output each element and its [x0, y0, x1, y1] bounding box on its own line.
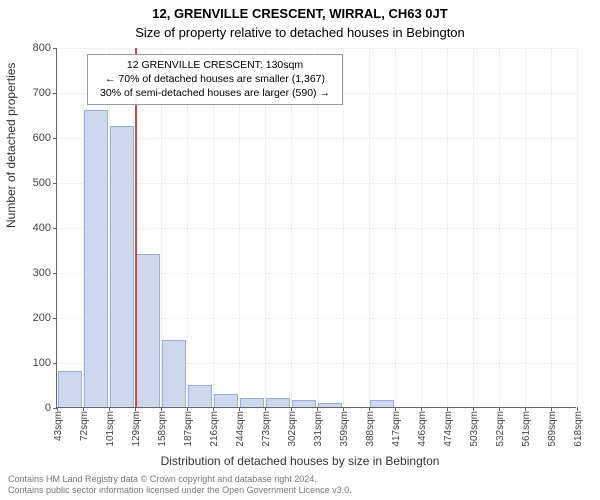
- gridline-vertical: [447, 48, 448, 407]
- x-tick-label: 359sqm: [339, 411, 350, 447]
- x-tick-label: 417sqm: [391, 411, 402, 447]
- attribution-footer: Contains HM Land Registry data © Crown c…: [8, 474, 592, 497]
- histogram-bar: [240, 398, 265, 407]
- x-tick-label: 532sqm: [495, 411, 506, 447]
- gridline-vertical: [369, 48, 370, 407]
- chart-area: 010020030040050060070080043sqm72sqm101sq…: [56, 48, 576, 408]
- gridline-vertical: [499, 48, 500, 407]
- x-tick-label: 187sqm: [183, 411, 194, 447]
- x-tick-label: 618sqm: [573, 411, 584, 447]
- x-tick-label: 474sqm: [443, 411, 454, 447]
- gridline-vertical: [473, 48, 474, 407]
- histogram-bar: [84, 110, 109, 407]
- y-tick-label: 200: [33, 312, 57, 324]
- x-tick-label: 589sqm: [547, 411, 558, 447]
- info-line-property: 12 GRENVILLE CRESCENT: 130sqm: [94, 58, 336, 72]
- x-tick-label: 273sqm: [261, 411, 272, 447]
- x-tick-label: 101sqm: [105, 411, 116, 447]
- chart-title: Size of property relative to detached ho…: [0, 21, 600, 40]
- y-axis-label: Number of detached properties: [4, 63, 18, 228]
- x-tick-label: 216sqm: [209, 411, 220, 447]
- histogram-bar: [266, 398, 291, 407]
- y-tick-label: 800: [33, 42, 57, 54]
- x-tick-label: 503sqm: [469, 411, 480, 447]
- gridline-vertical: [343, 48, 344, 407]
- histogram-bar: [370, 400, 395, 407]
- x-tick-label: 302sqm: [287, 411, 298, 447]
- y-tick-label: 500: [33, 177, 57, 189]
- histogram-bar: [136, 254, 161, 407]
- gridline-vertical: [577, 48, 578, 407]
- y-tick-label: 100: [33, 357, 57, 369]
- x-tick-label: 158sqm: [157, 411, 168, 447]
- property-info-box: 12 GRENVILLE CRESCENT: 130sqm← 70% of de…: [87, 54, 343, 105]
- x-tick-label: 388sqm: [365, 411, 376, 447]
- histogram-bar: [292, 400, 317, 407]
- x-tick-label: 244sqm: [235, 411, 246, 447]
- footer-line-1: Contains HM Land Registry data © Crown c…: [8, 474, 592, 485]
- histogram-bar: [214, 394, 239, 408]
- x-tick-label: 446sqm: [417, 411, 428, 447]
- histogram-bar: [58, 371, 83, 407]
- y-tick-label: 300: [33, 267, 57, 279]
- x-tick-label: 43sqm: [53, 411, 64, 441]
- x-axis-label: Distribution of detached houses by size …: [0, 454, 600, 468]
- gridline-vertical: [551, 48, 552, 407]
- info-line-larger: 30% of semi-detached houses are larger (…: [94, 86, 336, 100]
- chart-container: 12, GRENVILLE CRESCENT, WIRRAL, CH63 0JT…: [0, 0, 600, 500]
- gridline-vertical: [395, 48, 396, 407]
- footer-line-2: Contains public sector information licen…: [8, 485, 592, 496]
- gridline-vertical: [421, 48, 422, 407]
- histogram-bar: [188, 385, 213, 408]
- y-tick-label: 400: [33, 222, 57, 234]
- x-tick-label: 72sqm: [79, 411, 90, 441]
- histogram-bar: [110, 126, 135, 407]
- y-tick-label: 600: [33, 132, 57, 144]
- page-title: 12, GRENVILLE CRESCENT, WIRRAL, CH63 0JT: [0, 0, 600, 21]
- y-tick-label: 700: [33, 87, 57, 99]
- gridline-vertical: [525, 48, 526, 407]
- histogram-bar: [162, 340, 187, 408]
- x-tick-label: 561sqm: [521, 411, 532, 447]
- x-tick-label: 129sqm: [131, 411, 142, 447]
- plot-area: 010020030040050060070080043sqm72sqm101sq…: [56, 48, 576, 408]
- x-tick-label: 331sqm: [313, 411, 324, 447]
- histogram-bar: [318, 403, 343, 408]
- info-line-smaller: ← 70% of detached houses are smaller (1,…: [94, 72, 336, 86]
